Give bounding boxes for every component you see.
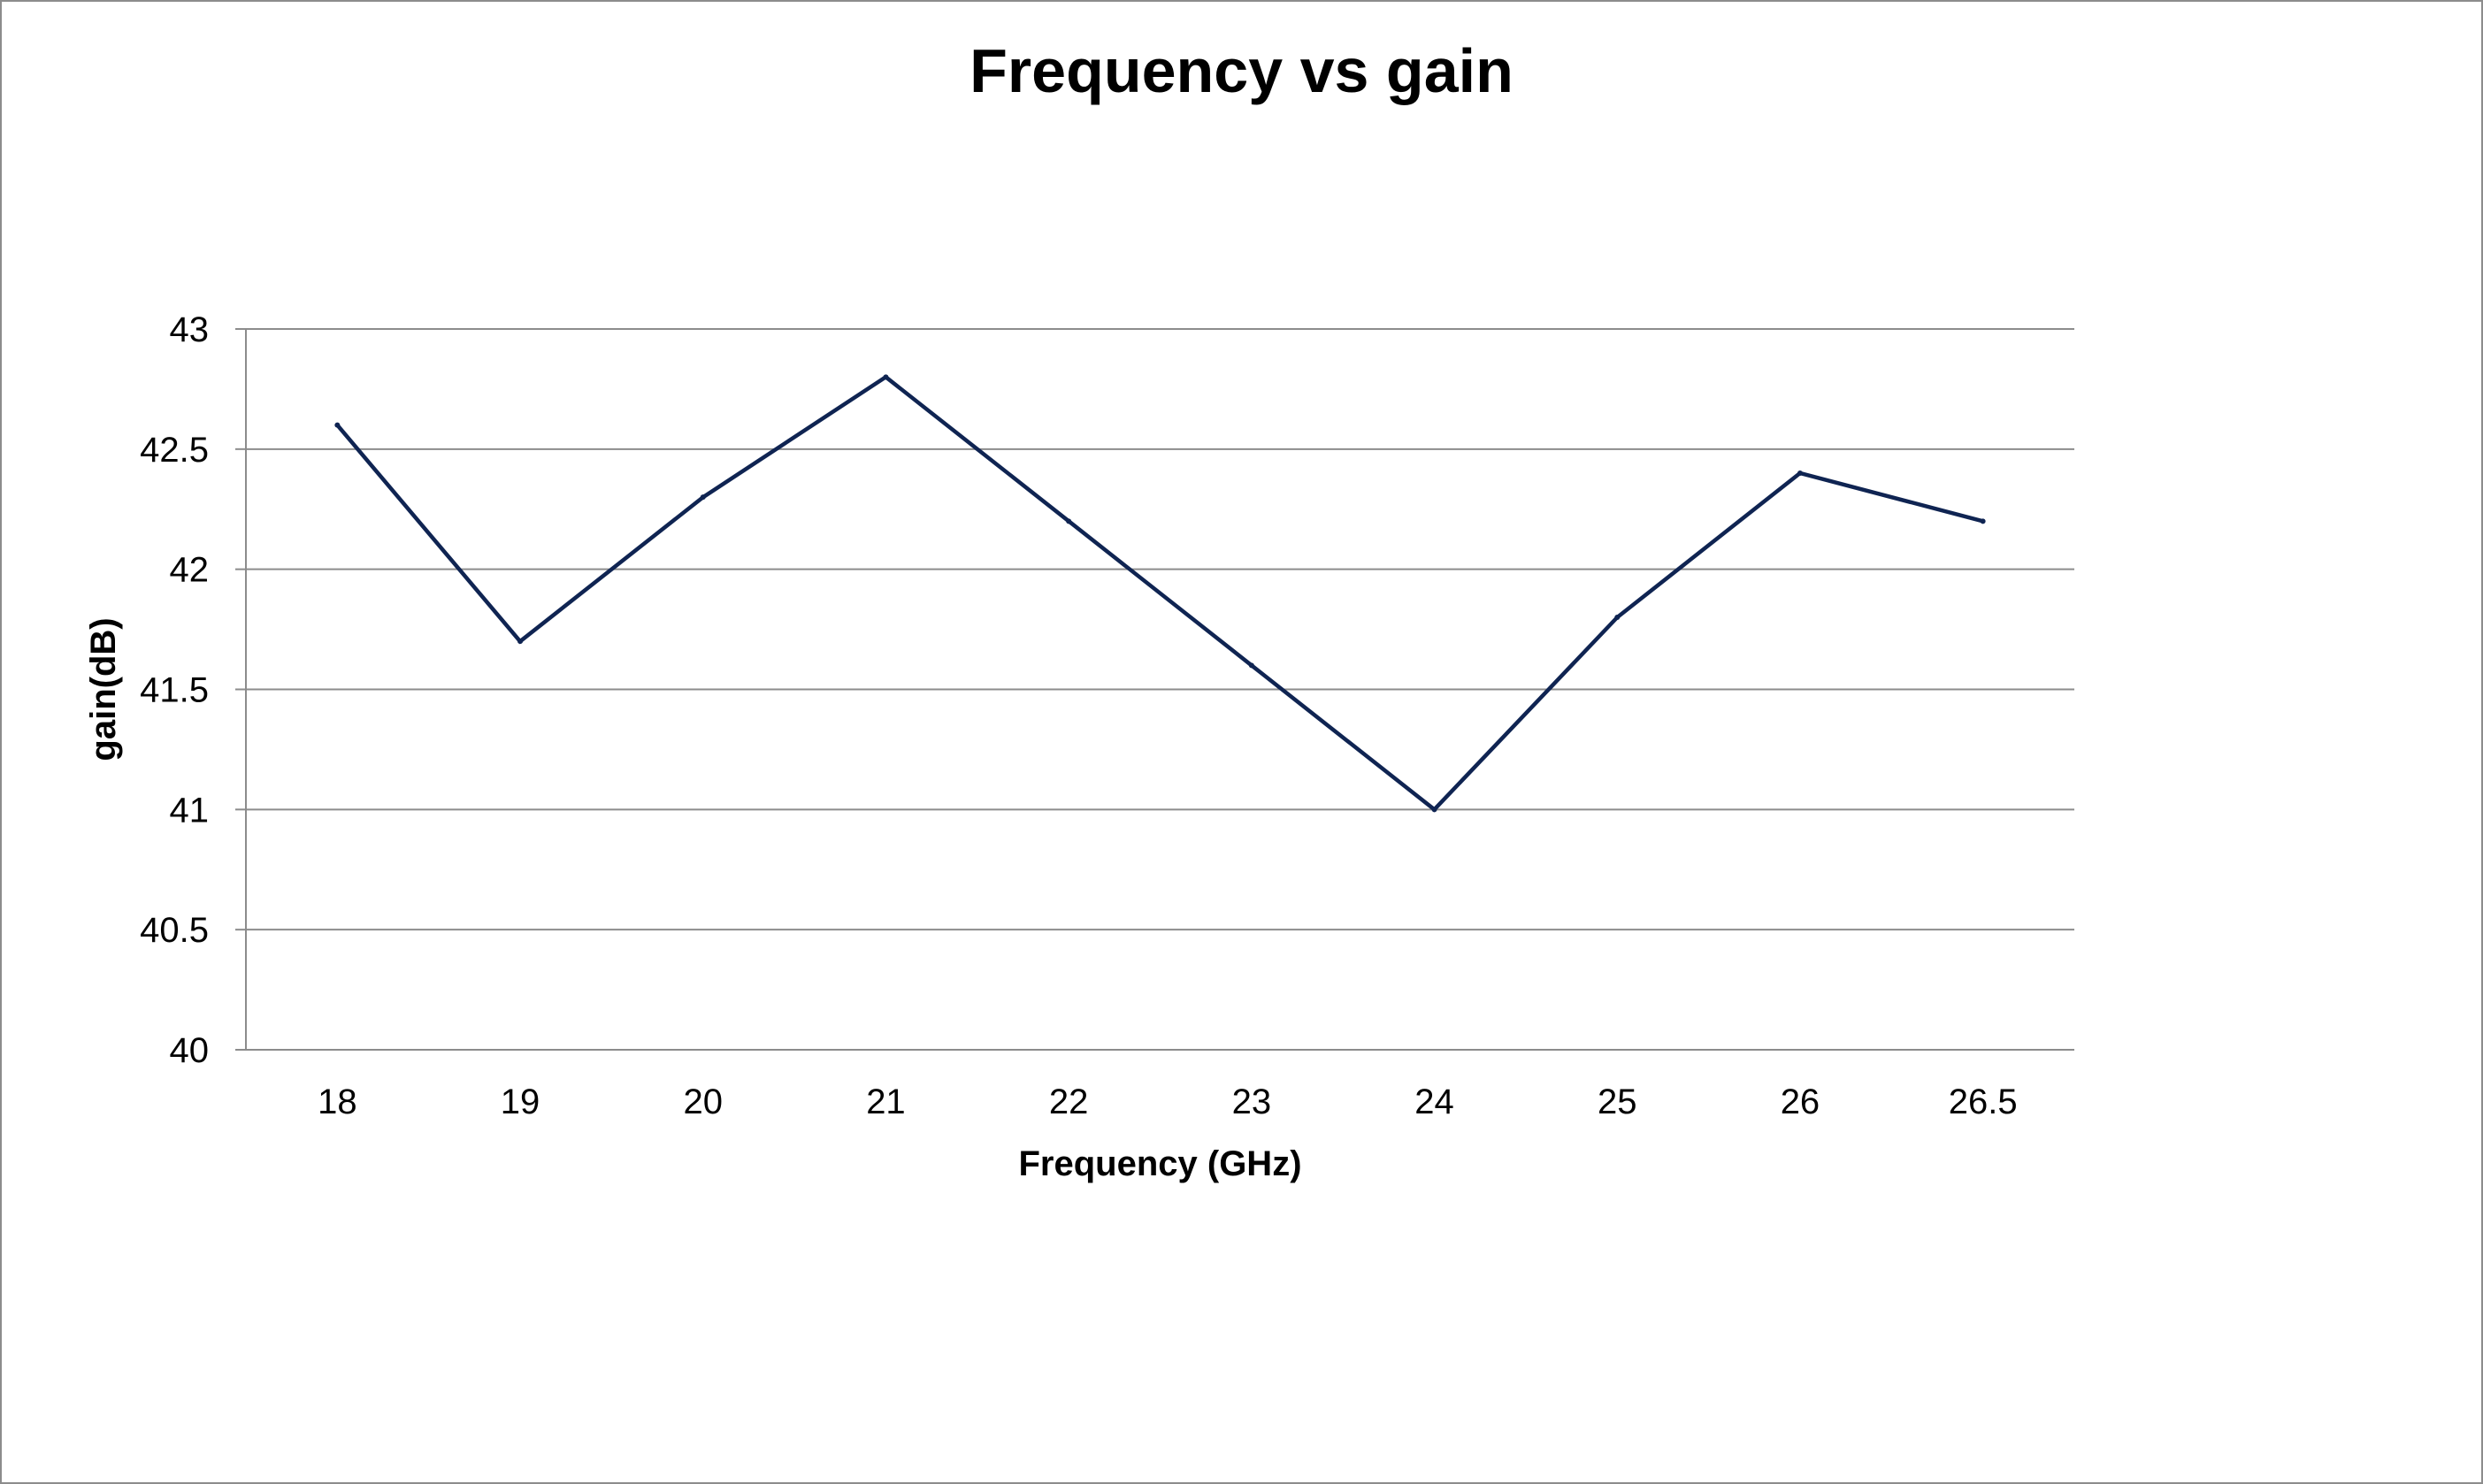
y-tick-label: 42: [170, 551, 210, 590]
x-tick-label: 26: [1781, 1082, 1820, 1121]
y-tick-label: 41.5: [140, 671, 209, 710]
x-tick-label: 20: [684, 1082, 724, 1121]
x-tick-label: 21: [866, 1082, 906, 1121]
data-point: [1980, 518, 1986, 524]
x-tick-label: 26.5: [1949, 1082, 2018, 1121]
tick-labels: 40 40.5 41 41.5 42 42.5 43 18 19 20 21 22 23 24 25 26 26…: [140, 310, 2017, 1121]
data-point: [1797, 470, 1803, 476]
data-point: [1431, 807, 1437, 813]
y-tick-label: 41: [170, 791, 210, 830]
data-point: [1066, 518, 1072, 524]
y-tick-label: 40.5: [140, 911, 209, 950]
data-point: [700, 494, 706, 501]
x-tick-label: 22: [1049, 1082, 1089, 1121]
data-point: [1248, 662, 1254, 669]
x-tick-label: 24: [1414, 1082, 1454, 1121]
axes: [235, 328, 247, 1051]
y-axis-title: gain(dB): [84, 617, 123, 761]
data-point: [1614, 615, 1621, 620]
series-layer: [334, 374, 1986, 813]
gridlines: [246, 328, 2074, 1051]
x-tick-label: 25: [1598, 1082, 1637, 1121]
x-tick-label: 23: [1232, 1082, 1272, 1121]
x-axis-title: Frequency (GHz): [1018, 1144, 1301, 1183]
y-tick-label: 43: [170, 310, 210, 349]
x-tick-label: 18: [318, 1082, 357, 1121]
data-point: [334, 422, 341, 428]
x-tick-label: 19: [501, 1082, 540, 1121]
data-point: [517, 639, 524, 645]
data-point: [883, 374, 889, 380]
y-tick-label: 42.5: [140, 431, 209, 470]
y-tick-label: 40: [170, 1031, 210, 1070]
chart-title: Frequency vs gain: [969, 36, 1514, 105]
series-line: [335, 374, 1984, 813]
